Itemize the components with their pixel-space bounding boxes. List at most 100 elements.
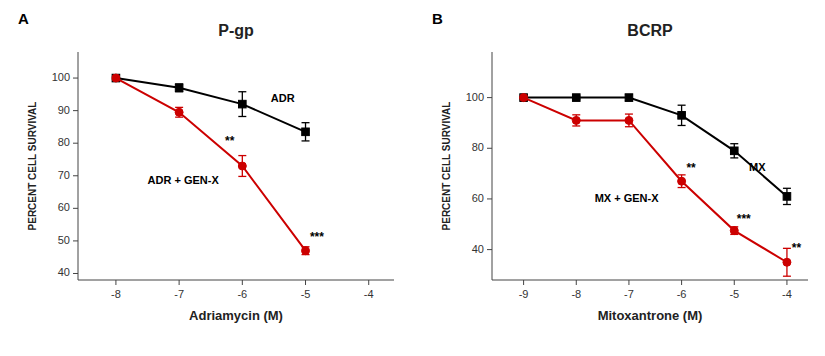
x-tick: [681, 280, 682, 285]
x-axis: [78, 280, 394, 281]
point: [678, 177, 686, 185]
series: [520, 94, 791, 205]
x-tick-label: -4: [782, 288, 792, 300]
point: [239, 100, 247, 108]
y-tick: [487, 97, 492, 98]
y-tick-label: 80: [58, 136, 70, 148]
error-cap: [238, 91, 246, 92]
y-tick-label: 60: [58, 201, 70, 213]
y-tick: [73, 143, 78, 144]
y-tick: [73, 175, 78, 176]
error-cap: [783, 276, 791, 277]
point: [625, 116, 633, 124]
panel: BCRP-9-8-7-6-5-4406080100Mitoxantrone (M…: [432, 10, 808, 323]
error-bar: [783, 248, 791, 276]
x-axis-label: Mitoxantrone (M): [598, 308, 703, 323]
point: [730, 227, 738, 235]
annotation: **: [686, 161, 696, 175]
series-label: ADR: [271, 92, 295, 104]
y-tick-label: 40: [472, 243, 484, 255]
figure: P-gp-8-7-6-5-4405060708090100Adriamycin …: [0, 0, 825, 356]
y-tick-label: 100: [52, 71, 70, 83]
error-cap: [730, 157, 738, 158]
x-tick-label: -8: [571, 288, 581, 300]
point: [112, 74, 120, 82]
error-cap: [678, 105, 686, 106]
annotation: **: [225, 134, 235, 148]
error-cap: [625, 113, 633, 114]
series-label: MX + GEN-X: [595, 192, 660, 204]
y-tick: [487, 148, 492, 149]
point: [175, 108, 183, 116]
x-tick: [734, 280, 735, 285]
error-cap: [730, 143, 738, 144]
x-tick: [179, 280, 180, 285]
error-bar: [238, 156, 246, 177]
error-cap: [238, 155, 246, 156]
x-tick: [523, 280, 524, 285]
error-cap: [238, 116, 246, 117]
error-cap: [678, 174, 686, 175]
y-tick: [487, 249, 492, 250]
point: [238, 162, 246, 170]
point: [572, 116, 580, 124]
x-tick-label: -5: [729, 288, 739, 300]
point: [302, 247, 310, 255]
y-tick-label: 100: [466, 91, 484, 103]
point: [783, 193, 791, 201]
point: [175, 84, 183, 92]
error-bar: [175, 84, 183, 92]
x-tick: [242, 280, 243, 285]
panel-label: A: [18, 10, 29, 27]
y-tick-label: 40: [58, 266, 70, 278]
y-tick: [487, 198, 492, 199]
error-cap: [783, 204, 791, 205]
y-axis: [78, 52, 79, 280]
series: [112, 74, 310, 255]
panel-label: B: [432, 10, 443, 27]
error-bar: [678, 105, 686, 125]
x-tick: [576, 280, 577, 285]
error-cap: [572, 114, 580, 115]
x-tick-label: -8: [111, 288, 121, 300]
series-label: ADR + GEN-X: [148, 174, 220, 186]
error-bar: [302, 247, 310, 255]
line: [116, 78, 306, 132]
series: [112, 74, 310, 141]
error-bar: [730, 227, 738, 235]
error-bar: [783, 188, 791, 204]
y-tick-label: 70: [58, 169, 70, 181]
error-cap: [625, 126, 633, 127]
y-axis-label: PERCENT CELL SURVIVAL: [27, 102, 38, 231]
x-tick-label: -9: [519, 288, 529, 300]
error-cap: [783, 188, 791, 189]
y-tick: [73, 208, 78, 209]
error-bar: [572, 115, 580, 126]
x-tick-label: -7: [174, 288, 184, 300]
annotation: **: [792, 241, 802, 255]
error-cap: [572, 125, 580, 126]
page: {"chart_data": [ {"type": "line", "title…: [0, 0, 825, 356]
error-cap: [302, 122, 310, 123]
y-tick-label: 90: [58, 104, 70, 116]
title: BCRP: [627, 22, 673, 39]
y-axis: [492, 52, 493, 280]
error-bar: [625, 95, 633, 101]
line: [524, 98, 787, 263]
line: [116, 78, 306, 251]
panel: P-gp-8-7-6-5-4405060708090100Adriamycin …: [18, 10, 394, 323]
annotation: ***: [737, 212, 751, 226]
y-tick-label: 60: [472, 192, 484, 204]
error-bar: [730, 144, 738, 158]
x-tick: [115, 280, 116, 285]
x-tick: [305, 280, 306, 285]
y-tick-label: 80: [472, 141, 484, 153]
y-tick: [73, 78, 78, 79]
x-tick-label: -6: [237, 288, 247, 300]
error-cap: [678, 125, 686, 126]
x-tick: [786, 280, 787, 285]
x-tick: [628, 280, 629, 285]
x-tick: [368, 280, 369, 285]
x-tick-label: -7: [624, 288, 634, 300]
point: [572, 94, 580, 102]
